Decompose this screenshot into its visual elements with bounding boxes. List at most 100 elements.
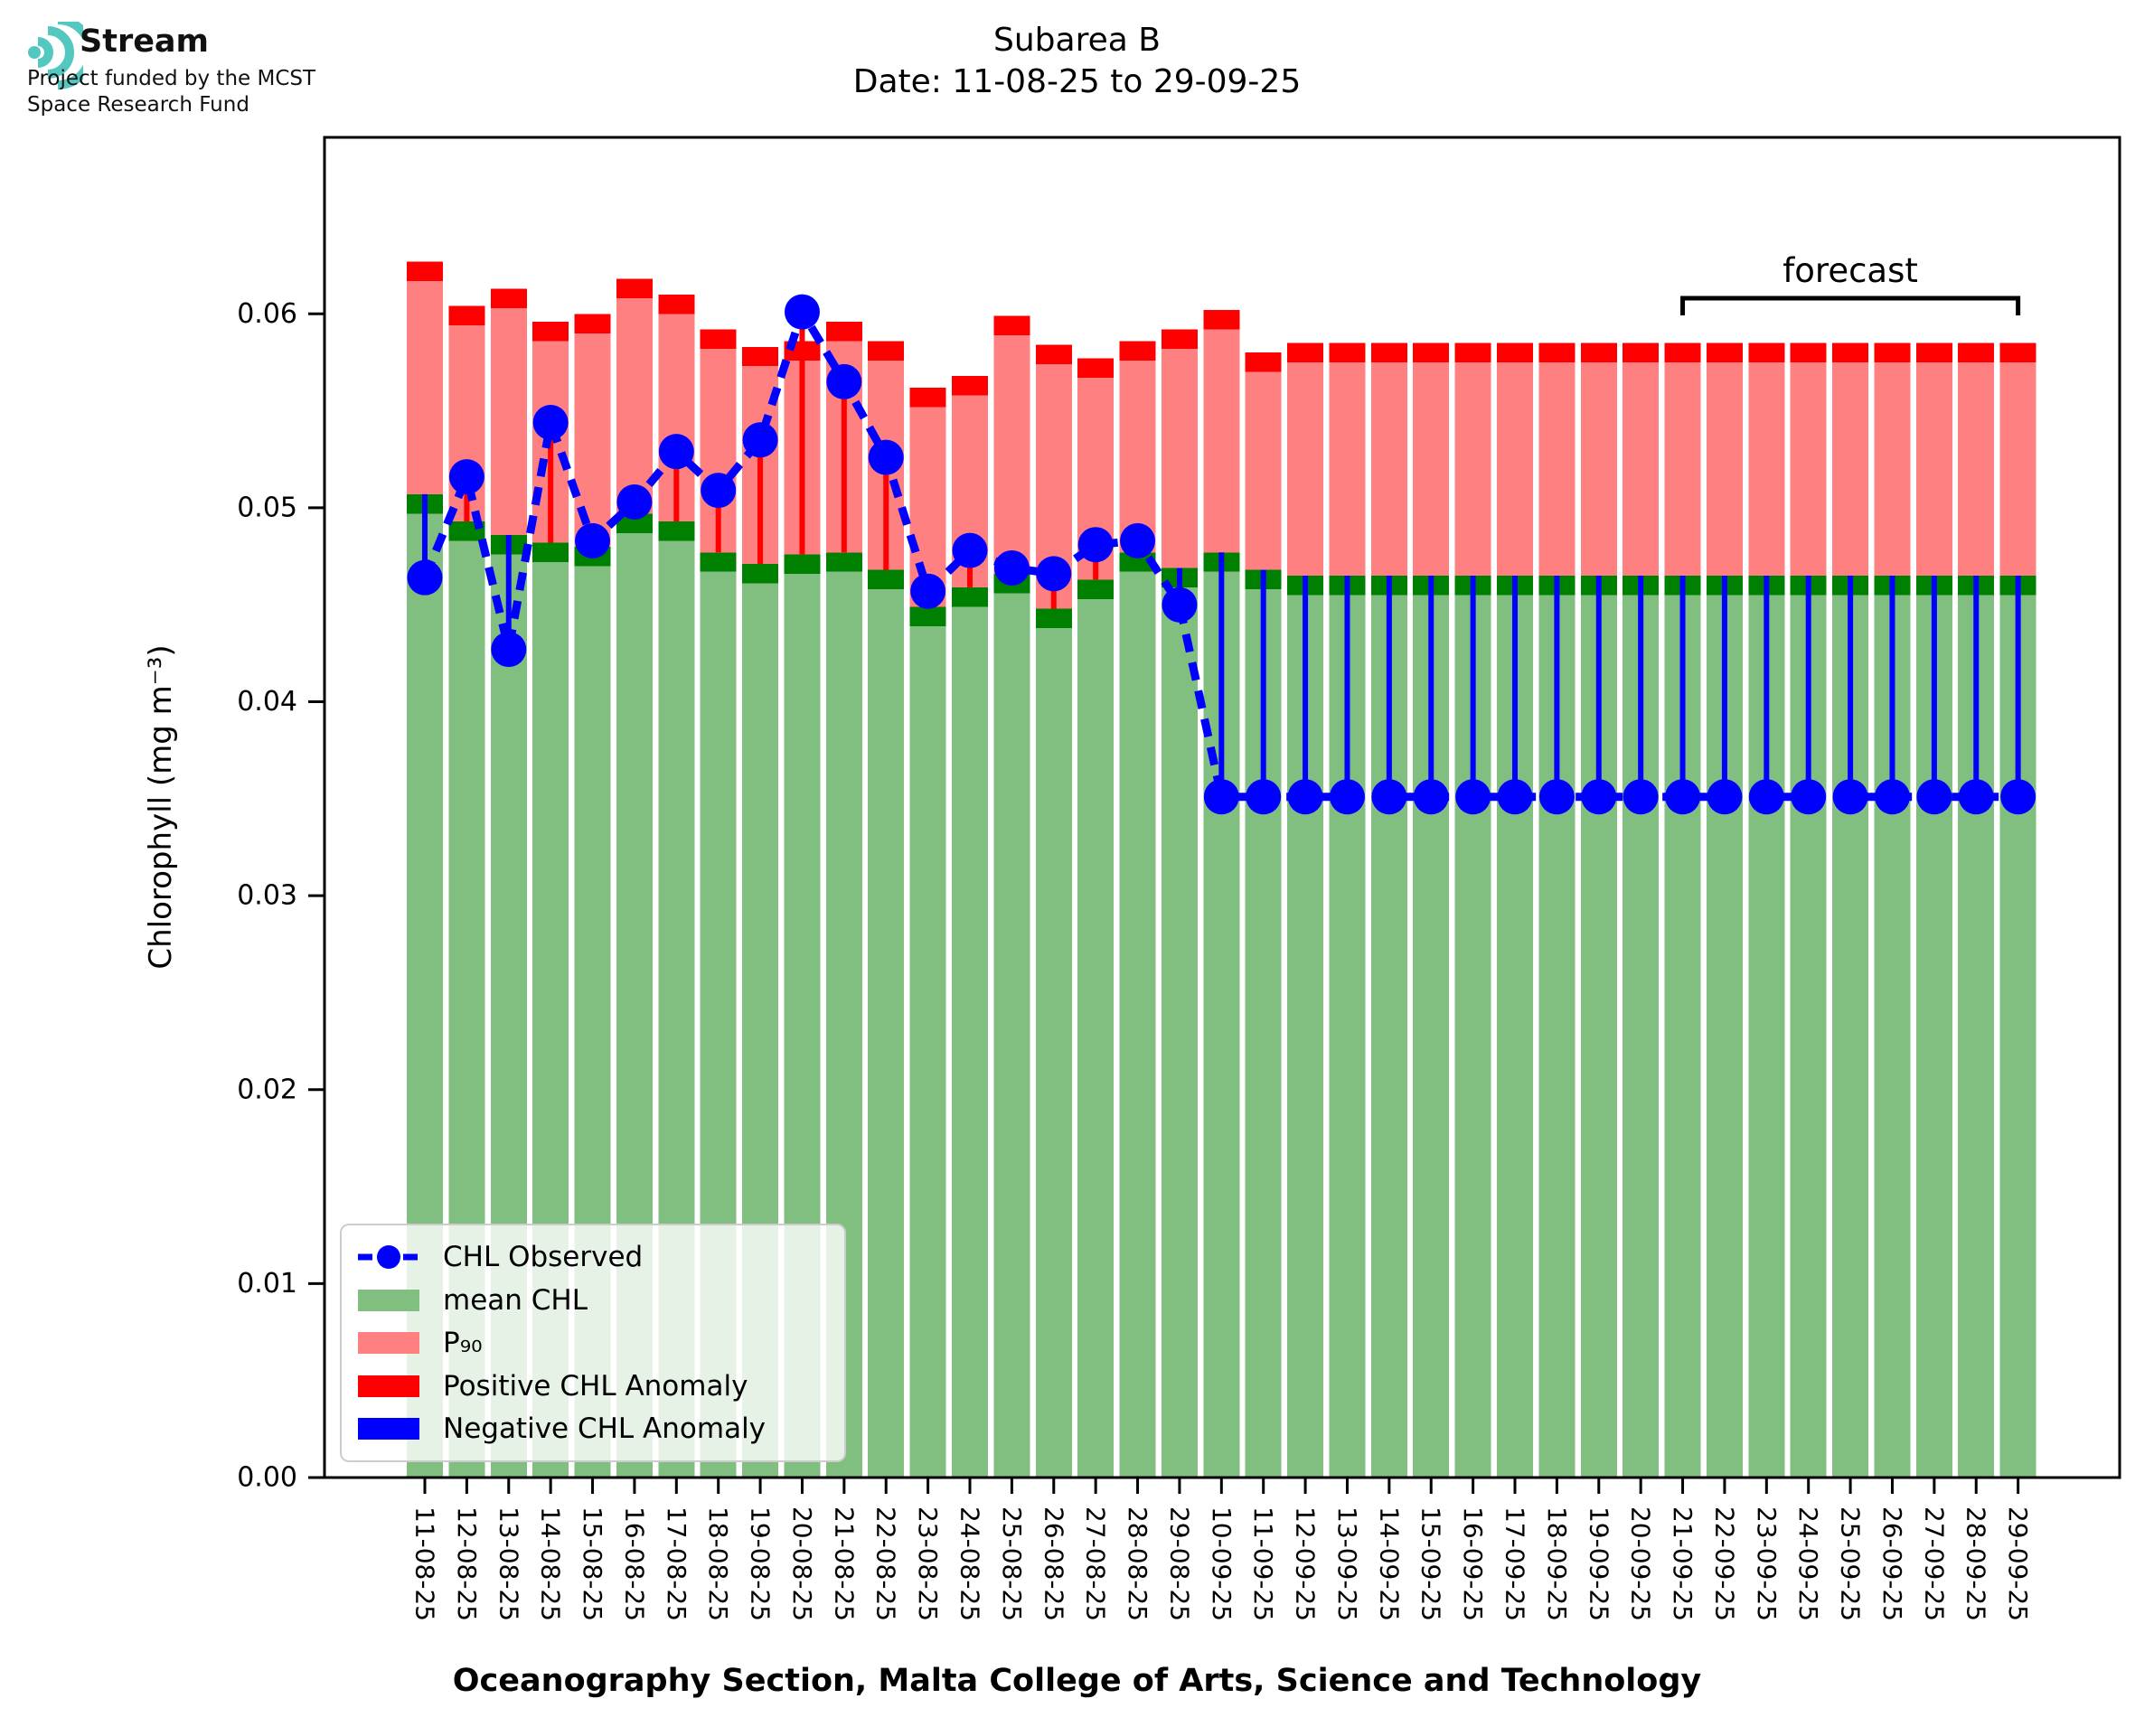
p90-bar — [407, 280, 443, 494]
p90-cap — [1077, 358, 1115, 379]
mean-chl-bar — [868, 589, 905, 1478]
mean-chl-cap — [616, 513, 653, 533]
p90-cap — [616, 278, 653, 299]
observed-marker — [1246, 779, 1282, 815]
mean-chl-bar — [1077, 598, 1115, 1478]
legend-mean-chl-swatch — [358, 1289, 419, 1311]
p90-cap — [700, 329, 737, 349]
observed-marker — [1916, 779, 1952, 815]
p90-cap — [574, 314, 611, 333]
x-tick-label: 24-09-25 — [1793, 1506, 1823, 1621]
p90-cap — [1329, 343, 1366, 362]
p90-cap — [1790, 343, 1827, 362]
observed-marker — [616, 483, 653, 520]
observed-marker — [1623, 779, 1659, 815]
p90-cap — [1915, 343, 1952, 362]
x-tick-label: 19-09-25 — [1584, 1506, 1613, 1621]
x-tick-label: 12-08-25 — [452, 1506, 482, 1621]
x-tick-label: 11-08-25 — [410, 1506, 440, 1621]
observed-marker — [1874, 779, 1910, 815]
mean-chl-cap — [1119, 552, 1156, 572]
observed-marker — [1748, 779, 1784, 815]
observed-marker — [407, 559, 443, 596]
p90-cap — [1413, 343, 1450, 362]
observed-marker — [2000, 779, 2036, 815]
observed-marker — [1036, 556, 1072, 592]
p90-cap — [532, 321, 569, 342]
p90-bar — [1958, 361, 1995, 577]
x-tick-label: 13-08-25 — [494, 1506, 523, 1621]
forecast-label: forecast — [1782, 251, 1918, 290]
p90-bar — [1874, 361, 1911, 577]
p90-bar — [1370, 361, 1407, 577]
p90-bar — [909, 407, 946, 607]
x-tick-label: 16-08-25 — [619, 1506, 649, 1621]
y-tick-label: 0.05 — [237, 492, 297, 523]
x-tick-label: 23-08-25 — [913, 1506, 943, 1621]
x-tick-label: 15-09-25 — [1416, 1506, 1446, 1621]
p90-cap — [1623, 343, 1660, 362]
x-tick-label: 26-08-25 — [1039, 1506, 1068, 1621]
p90-bar — [1413, 361, 1450, 577]
observed-marker — [1791, 779, 1827, 815]
legend-positive-anomaly-swatch — [358, 1375, 419, 1397]
x-tick-label: 27-08-25 — [1081, 1506, 1111, 1621]
p90-cap — [1454, 343, 1491, 362]
p90-bar — [490, 307, 527, 535]
x-tick-label: 15-08-25 — [578, 1506, 607, 1621]
observed-marker — [910, 573, 946, 609]
x-tick-label: 23-09-25 — [1752, 1506, 1782, 1621]
p90-bar — [1999, 361, 2036, 577]
x-tick-label: 28-09-25 — [1961, 1506, 1991, 1621]
x-tick-label: 19-08-25 — [746, 1506, 776, 1621]
y-tick-label: 0.00 — [237, 1462, 297, 1494]
observed-marker — [1329, 779, 1365, 815]
p90-cap — [490, 288, 527, 308]
observed-marker — [1203, 779, 1239, 815]
p90-cap — [1035, 344, 1072, 365]
x-tick-label: 12-09-25 — [1291, 1506, 1321, 1621]
p90-bar — [616, 298, 653, 514]
observed-marker — [532, 404, 569, 440]
p90-cap — [1370, 343, 1407, 362]
observed-marker — [1455, 779, 1491, 815]
p90-bar — [1538, 361, 1576, 577]
x-tick-label: 24-08-25 — [955, 1506, 985, 1621]
y-tick-label: 0.02 — [237, 1074, 297, 1105]
y-tick-label: 0.04 — [237, 686, 297, 718]
x-tick-label: 29-09-25 — [2003, 1506, 2033, 1621]
x-tick-label: 14-09-25 — [1374, 1506, 1404, 1621]
x-tick-label: 18-09-25 — [1542, 1506, 1572, 1621]
p90-bar — [993, 334, 1030, 574]
p90-bar — [1832, 361, 1869, 577]
forecast-bracket — [1680, 296, 2021, 315]
observed-marker — [575, 522, 611, 558]
stream-logo-icon — [28, 22, 83, 89]
x-tick-label: 29-08-25 — [1164, 1506, 1194, 1621]
mean-chl-cap — [742, 564, 779, 584]
observed-marker — [1162, 586, 1198, 623]
logo-dot — [28, 46, 41, 59]
observed-marker — [1958, 779, 1994, 815]
x-tick-label: 22-09-25 — [1709, 1506, 1739, 1621]
p90-bar — [1664, 361, 1701, 577]
mean-chl-cap — [658, 521, 695, 541]
p90-bar — [1623, 361, 1660, 577]
legend-negative-anomaly-swatch — [358, 1418, 419, 1440]
x-tick-label: 25-09-25 — [1836, 1506, 1866, 1621]
legend-observed-line-icon — [358, 1239, 419, 1275]
legend-item-positive-anomaly: Positive CHL Anomaly — [358, 1365, 828, 1407]
p90-cap — [407, 261, 443, 281]
p90-bar — [1580, 361, 1617, 577]
observed-marker — [993, 549, 1030, 586]
chart-plot-area: forecast 0.00 0.01 0.02 0.03 0.04 0.05 0.06 11-0… — [237, 136, 2121, 1621]
mean-chl-cap — [1035, 608, 1072, 628]
legend-label: Negative CHL Anomaly — [443, 1412, 767, 1445]
y-tick-label: 0.06 — [237, 298, 297, 330]
p90-bar — [1706, 361, 1743, 577]
mean-chl-cap — [1077, 579, 1115, 599]
p90-cap — [993, 315, 1030, 335]
y-tick-label: 0.03 — [237, 880, 297, 912]
x-tick-label: 18-08-25 — [703, 1506, 733, 1621]
p90-cap — [1161, 329, 1198, 349]
